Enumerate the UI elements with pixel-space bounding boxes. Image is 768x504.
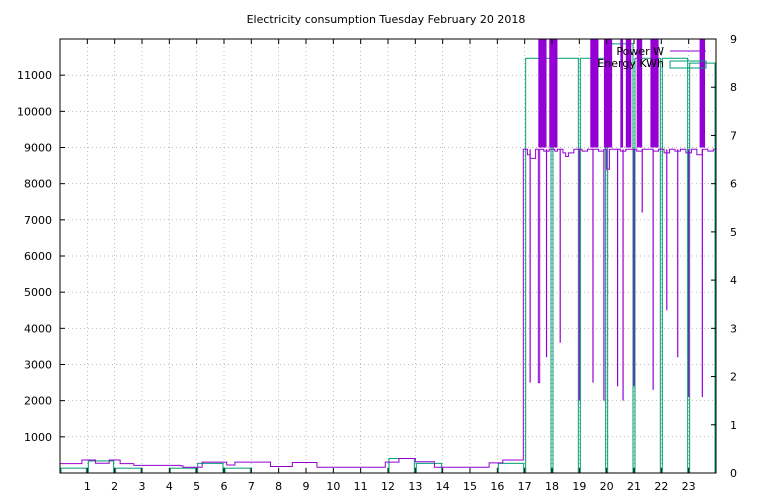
- power-saturated-block: [538, 39, 547, 148]
- energy-bar: [415, 462, 443, 474]
- power-saturated-block: [603, 39, 613, 148]
- x-tick-label: 15: [463, 480, 477, 493]
- x-tick-label: 8: [275, 480, 282, 493]
- x-tick-label: 13: [408, 480, 422, 493]
- axis-layer: 1 2 3 4 5 6 7 8 9 10 11 12 13 14 15 16 17 18 19 20 21 22 23100…: [17, 33, 737, 493]
- x-tick-label: 10: [326, 480, 340, 493]
- y-tick-label: 4000: [24, 322, 52, 335]
- power-saturated-block: [625, 39, 632, 148]
- power-saturated-block: [636, 39, 643, 148]
- y2-tick-label: 5: [730, 226, 737, 239]
- y-tick-label: 6000: [24, 250, 52, 263]
- x-tick-label: 17: [518, 480, 532, 493]
- x-tick-label: 18: [545, 480, 559, 493]
- legend-label-energy: Energy KWh: [597, 57, 664, 70]
- power-saturated-block: [620, 39, 624, 148]
- y-tick-label: 8000: [24, 178, 52, 191]
- legend-swatch-energy: [669, 60, 707, 69]
- y2-tick-label: 6: [730, 178, 737, 191]
- y-tick-label: 10000: [17, 105, 52, 118]
- x-tick-label: 5: [193, 480, 200, 493]
- y-tick-label: 2000: [24, 395, 52, 408]
- y2-tick-label: 0: [730, 467, 737, 480]
- energy-bar: [224, 467, 251, 474]
- x-tick-label: 20: [600, 480, 614, 493]
- x-tick-label: 22: [654, 480, 668, 493]
- y-tick-label: 7000: [24, 214, 52, 227]
- energy-bar: [497, 462, 525, 474]
- energy-bar: [115, 467, 142, 474]
- power-saturated-block: [549, 39, 558, 148]
- y-tick-label: 5000: [24, 286, 52, 299]
- y2-tick-label: 4: [730, 274, 737, 287]
- chart-title: Electricity consumption Tuesday February…: [247, 13, 526, 26]
- energy-bar: [60, 467, 87, 474]
- x-tick-label: 9: [303, 480, 310, 493]
- power-saturated-block: [699, 39, 706, 148]
- x-tick-label: 11: [354, 480, 368, 493]
- y-tick-label: 9000: [24, 142, 52, 155]
- x-tick-label: 3: [139, 480, 146, 493]
- x-tick-label: 16: [490, 480, 504, 493]
- x-tick-label: 6: [221, 480, 228, 493]
- x-tick-label: 21: [627, 480, 641, 493]
- power-saturated-block: [650, 39, 659, 148]
- x-tick-label: 23: [682, 480, 696, 493]
- power-saturated-block: [590, 39, 599, 148]
- x-tick-label: 1: [84, 480, 91, 493]
- x-tick-label: 7: [248, 480, 255, 493]
- y2-tick-label: 2: [730, 371, 737, 384]
- y2-tick-label: 3: [730, 322, 737, 335]
- y2-tick-label: 8: [730, 81, 737, 94]
- legend: Power W Energy KWh: [597, 45, 707, 70]
- energy-bar: [388, 458, 415, 474]
- x-tick-label: 4: [166, 480, 173, 493]
- y2-tick-label: 1: [730, 419, 737, 432]
- x-tick-label: 2: [111, 480, 118, 493]
- y2-tick-label: 9: [730, 33, 737, 46]
- power-line: [60, 148, 716, 468]
- x-tick-label: 19: [572, 480, 586, 493]
- energy-bar: [661, 57, 689, 474]
- x-tick-label: 12: [381, 480, 395, 493]
- x-tick-label: 14: [436, 480, 450, 493]
- y-tick-label: 11000: [17, 69, 52, 82]
- y-tick-label: 1000: [24, 431, 52, 444]
- energy-bar: [169, 467, 197, 474]
- legend-label-power: Power W: [616, 45, 664, 58]
- energy-bar: [197, 462, 224, 474]
- y2-tick-label: 7: [730, 129, 737, 142]
- y-tick-label: 3000: [24, 359, 52, 372]
